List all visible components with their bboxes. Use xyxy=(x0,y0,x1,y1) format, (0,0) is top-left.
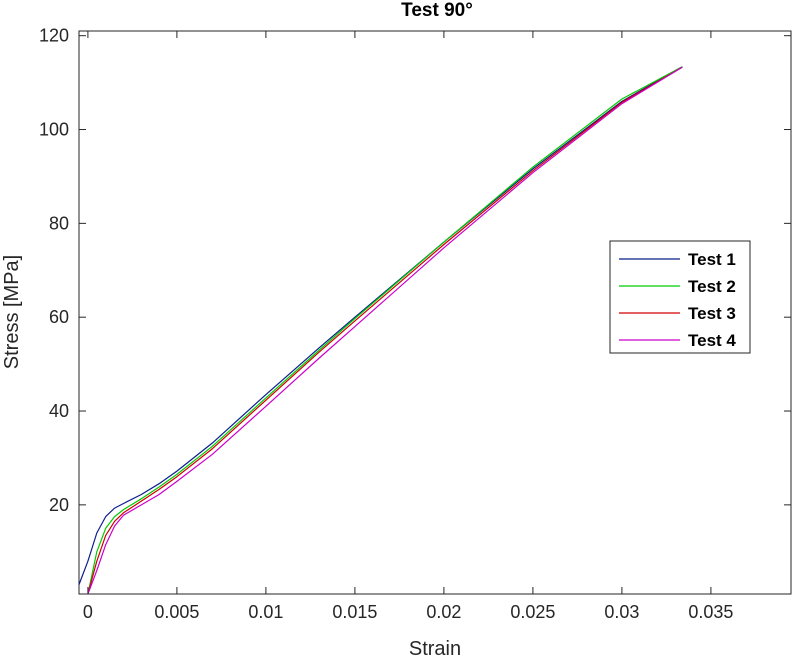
x-axis-title: Strain xyxy=(409,638,461,660)
x-tick-label: 0.02 xyxy=(426,602,461,622)
legend: Test 1 Test 2 Test 3 Test 4 xyxy=(609,240,751,354)
legend-items: Test 1 Test 2 Test 3 Test 4 xyxy=(619,250,736,350)
y-axis: 20 40 60 80 100 120 xyxy=(39,26,791,515)
legend-label: Test 1 xyxy=(688,250,736,269)
legend-box xyxy=(609,240,751,354)
y-axis-title: Stress [MPa] xyxy=(1,255,23,369)
legend-label: Test 4 xyxy=(688,331,736,350)
x-axis: 0 0.005 0.01 0.015 0.02 0.025 0.03 0.035 xyxy=(83,31,733,622)
series-layer xyxy=(78,66,683,595)
x-tick-label: 0.025 xyxy=(510,602,555,622)
series-line-test-3 xyxy=(87,66,683,595)
x-tick-label: 0.03 xyxy=(604,602,639,622)
x-tick-label: 0.015 xyxy=(332,602,377,622)
y-tick-label: 100 xyxy=(39,120,69,140)
y-tick-label: 40 xyxy=(49,401,69,421)
series-line-test-2 xyxy=(87,66,683,595)
x-tick-label: 0.01 xyxy=(248,602,283,622)
x-tick-label: 0.035 xyxy=(688,602,733,622)
y-tick-label: 20 xyxy=(49,495,69,515)
chart-title: Test 90° xyxy=(401,0,473,21)
y-tick-label: 120 xyxy=(39,26,69,46)
x-tick-label: 0.005 xyxy=(154,602,199,622)
x-tick-label: 0 xyxy=(83,602,93,622)
series-line-test-4 xyxy=(87,66,683,595)
y-tick-label: 80 xyxy=(49,213,69,233)
y-tick-label: 60 xyxy=(49,307,69,327)
legend-label: Test 3 xyxy=(688,304,736,323)
legend-label: Test 2 xyxy=(688,277,736,296)
